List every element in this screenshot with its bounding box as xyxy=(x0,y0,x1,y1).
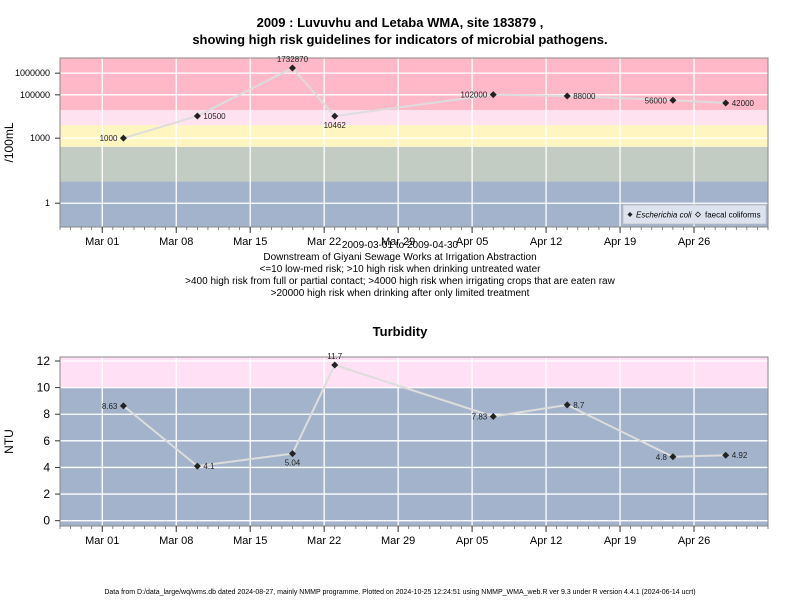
data-point xyxy=(193,112,201,120)
x-tick-label: Mar 22 xyxy=(307,236,341,248)
y-tick-label: 4 xyxy=(43,460,50,474)
data-label: 7.83 xyxy=(472,412,488,421)
y-tick-label: 6 xyxy=(43,434,50,448)
data-label: 88000 xyxy=(573,92,596,101)
risk-band-1 xyxy=(60,146,768,182)
data-label: 5.04 xyxy=(285,459,301,468)
risk-band-3 xyxy=(60,109,768,126)
data-point xyxy=(669,96,677,104)
x-tick-label: Apr 26 xyxy=(678,535,710,547)
data-label: 56000 xyxy=(645,96,668,105)
x-tick-label: Apr 19 xyxy=(604,535,636,547)
data-label: 10462 xyxy=(324,121,347,130)
data-point xyxy=(331,361,339,369)
data-label: 4.1 xyxy=(203,462,215,471)
data-point xyxy=(722,451,730,459)
x-tick-label: Mar 01 xyxy=(85,535,119,547)
data-label: 1732870 xyxy=(277,55,309,64)
x-tick-label: Mar 22 xyxy=(307,535,341,547)
y-tick-label: 100000 xyxy=(20,90,50,100)
caption-risk-drinking: <=10 low-med risk; >10 high risk when dr… xyxy=(259,264,541,275)
data-point xyxy=(331,112,339,120)
y-tick-label: 1 xyxy=(45,198,50,208)
data-point xyxy=(722,99,730,107)
legend-label-ecoli: Escherichia coli xyxy=(636,211,692,220)
caption-date-range: 2009-03-01 to 2009-04-30 xyxy=(341,240,459,251)
data-point xyxy=(489,412,497,420)
plot-frame xyxy=(59,356,769,527)
y-tick-label: 1000000 xyxy=(15,68,50,78)
data-label: 4.8 xyxy=(656,453,668,462)
risk-band-4 xyxy=(60,58,768,110)
caption-risk-limited-treatment: >20000 high risk when drinking after onl… xyxy=(270,288,530,299)
data-point xyxy=(288,450,296,458)
legend-marker-ecoli xyxy=(627,212,633,217)
x-tick-label: Mar 01 xyxy=(85,236,119,248)
series-line xyxy=(122,363,726,468)
legend-box xyxy=(622,204,767,225)
turbidity-title: Turbidity xyxy=(372,324,428,339)
data-point xyxy=(119,134,127,142)
data-point xyxy=(669,453,677,461)
footer-note: Data from D:/data_large/wq/wms.db dated … xyxy=(104,589,696,596)
data-label: 11.7 xyxy=(327,352,343,361)
y-tick-label: 0 xyxy=(43,514,50,528)
caption-site-description: Downstream of Giyani Sewage Works at Irr… xyxy=(263,252,537,263)
data-point xyxy=(193,462,201,470)
y-tick-label: 12 xyxy=(37,354,51,368)
x-tick-label: Apr 12 xyxy=(530,236,562,248)
y-tick-label: 10 xyxy=(37,381,51,395)
data-label: 8.63 xyxy=(102,402,118,411)
x-tick-label: Mar 08 xyxy=(159,236,193,248)
y-tick-label: 2 xyxy=(43,487,50,501)
turbidity-chart: Mar 01 Mar 08 Mar 15 Mar 22 Mar 29 Apr 05 Apr … xyxy=(2,352,769,547)
plot-frame xyxy=(59,57,769,228)
y-axis-label: /100mL xyxy=(2,122,16,162)
x-tick-label: Mar 15 xyxy=(233,236,267,248)
data-label: 4.92 xyxy=(732,451,748,460)
y-tick-label: 1000 xyxy=(30,133,50,143)
chart-title-line2: showing high risk guidelines for indicat… xyxy=(192,32,608,47)
x-tick-label: Mar 15 xyxy=(233,535,267,547)
caption-risk-contact: >400 high risk from full or partial cont… xyxy=(185,276,615,287)
series-line xyxy=(123,66,726,140)
data-point xyxy=(489,91,497,99)
risk-band-2 xyxy=(60,125,768,147)
risk-band-1 xyxy=(60,357,768,388)
microbial-chart: Mar 01 Mar 08 Mar 15 Mar 22 Mar 29 Apr 05 Apr … xyxy=(2,55,769,248)
x-tick-label: Mar 29 xyxy=(381,236,415,248)
x-tick-label: Apr 05 xyxy=(456,535,488,547)
legend-marker-faecal xyxy=(694,211,702,218)
data-point xyxy=(288,64,296,72)
data-label: 8.7 xyxy=(573,401,585,410)
x-tick-label: Mar 29 xyxy=(381,535,415,547)
legend-label-faecal: faecal coliforms xyxy=(705,211,761,220)
x-tick-label: Mar 08 xyxy=(159,535,193,547)
legend: Escherichia coli faecal coliforms xyxy=(622,204,767,225)
data-label: 10500 xyxy=(203,112,226,121)
x-tick-label: Apr 26 xyxy=(678,236,710,248)
y-tick-label: 8 xyxy=(43,407,50,421)
x-tick-label: Apr 19 xyxy=(604,236,636,248)
data-label: 42000 xyxy=(732,99,755,108)
data-point xyxy=(563,401,571,409)
data-point xyxy=(563,92,571,100)
y-axis-label: NTU xyxy=(2,429,16,454)
data-point xyxy=(119,402,127,410)
x-tick-label: Apr 12 xyxy=(530,535,562,547)
chart-title-line1: 2009 : Luvuvhu and Letaba WMA, site 1838… xyxy=(256,15,544,30)
data-label: 1000 xyxy=(100,134,118,143)
risk-band-0 xyxy=(60,387,768,526)
x-tick-label: Apr 05 xyxy=(456,236,488,248)
data-label: 102000 xyxy=(461,91,488,100)
